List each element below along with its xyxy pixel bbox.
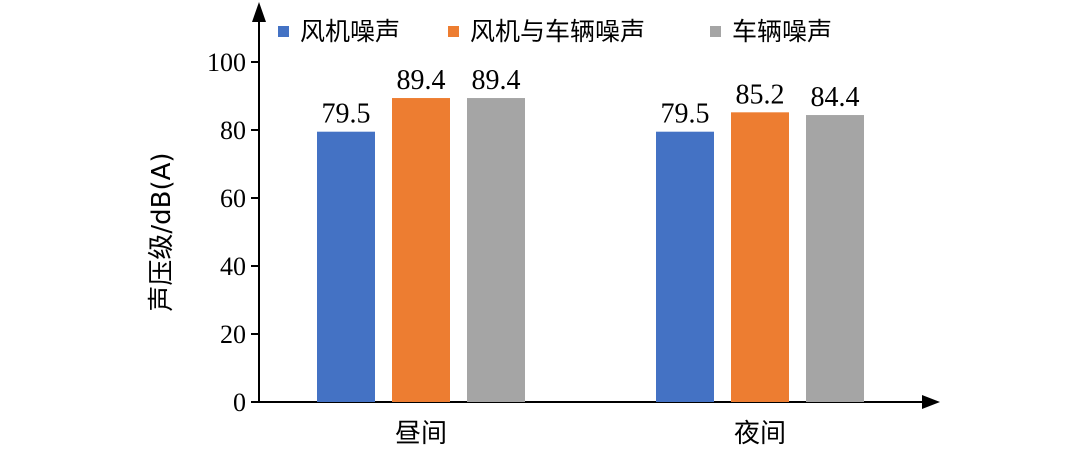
data-label: 89.4 (472, 65, 521, 96)
legend-label: 车辆噪声 (732, 17, 832, 46)
legend-swatch (710, 26, 721, 37)
y-axis-arrow (252, 2, 266, 22)
bar (317, 131, 375, 402)
data-label: 84.4 (811, 82, 860, 113)
y-tick-label: 100 (207, 48, 246, 77)
bar (467, 98, 525, 402)
plot-area: 0 20 40 60 80 100 声压级/dB(A) 79.5 89.4 89.4 昼间 79.5 8… (147, 2, 940, 449)
x-axis-arrow (922, 395, 940, 409)
data-label: 79.5 (322, 99, 371, 130)
bar (392, 98, 450, 402)
legend-swatch (278, 26, 289, 37)
data-label: 89.4 (397, 65, 446, 96)
y-axis-title: 声压级/dB(A) (147, 152, 177, 311)
bar (731, 112, 789, 402)
legend-label: 风机噪声 (300, 17, 400, 46)
x-category-label: 昼间 (395, 419, 447, 449)
x-category-label: 夜间 (734, 419, 786, 449)
y-tick-label: 80 (220, 116, 246, 145)
data-label: 79.5 (661, 99, 710, 130)
legend-swatch (448, 26, 459, 37)
y-tick-label: 0 (233, 388, 246, 417)
y-tick-label: 20 (220, 320, 246, 349)
legend-label: 风机与车辆噪声 (470, 17, 645, 46)
data-label: 85.2 (736, 79, 785, 110)
y-tick-label: 40 (220, 252, 246, 281)
bar (656, 131, 714, 402)
y-tick-label: 60 (220, 184, 246, 213)
bar (806, 115, 864, 402)
